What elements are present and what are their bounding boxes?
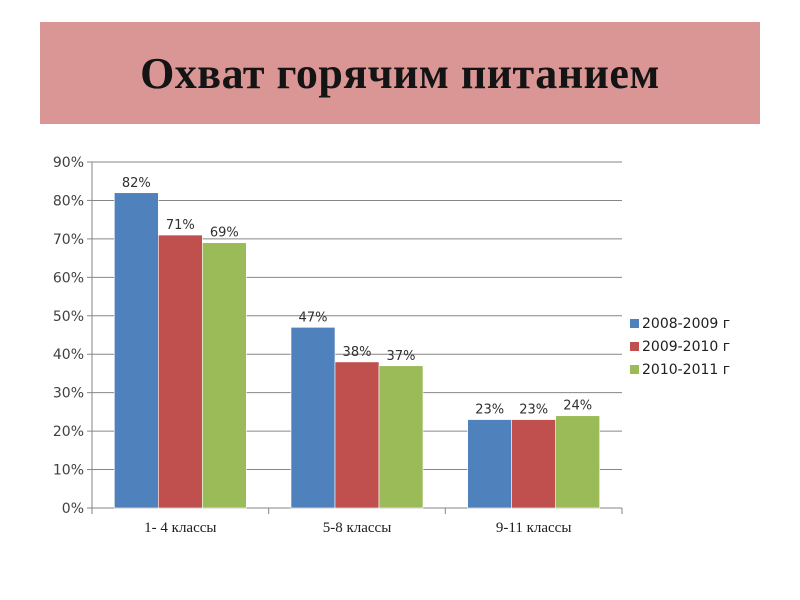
y-tick-label: 80% <box>53 193 84 209</box>
y-tick-label: 40% <box>53 347 84 363</box>
data-label: 37% <box>387 349 416 364</box>
y-tick-label: 60% <box>53 270 84 286</box>
page-title: Охват горячим питанием <box>140 48 660 98</box>
legend-label: 2010-2011 г <box>642 362 730 378</box>
legend-label: 2008-2009 г <box>642 316 730 332</box>
bar <box>467 419 512 509</box>
data-label: 82% <box>122 176 151 191</box>
y-tick-label: 30% <box>53 386 84 402</box>
bar <box>555 415 600 509</box>
y-tick-label: 0% <box>62 501 84 517</box>
y-tick-label: 20% <box>53 424 84 440</box>
category-label: 5-8 классы <box>323 520 392 536</box>
bar <box>202 242 247 509</box>
legend-swatch <box>630 365 639 374</box>
data-label: 71% <box>166 218 195 233</box>
data-label: 38% <box>343 345 372 360</box>
category-label: 9-11 классы <box>496 520 572 536</box>
legend-label: 2009-2010 г <box>642 339 730 355</box>
bar <box>378 365 424 509</box>
data-label: 69% <box>210 226 239 241</box>
data-label: 47% <box>299 310 328 325</box>
bar <box>158 234 203 509</box>
legend-swatch <box>630 342 639 351</box>
data-label: 23% <box>519 403 548 418</box>
bar <box>511 419 556 509</box>
bar <box>290 327 336 509</box>
y-tick-label: 70% <box>53 232 84 248</box>
category-label: 1- 4 классы <box>144 520 216 536</box>
title-banner: Охват горячим питанием <box>40 22 760 124</box>
data-label: 23% <box>475 403 504 418</box>
legend-swatch <box>630 319 639 328</box>
y-tick-label: 90% <box>53 155 84 171</box>
y-tick-label: 10% <box>53 463 84 479</box>
data-label: 24% <box>563 399 592 414</box>
y-tick-label: 50% <box>53 309 84 325</box>
bar <box>114 192 159 509</box>
bar <box>334 361 380 509</box>
